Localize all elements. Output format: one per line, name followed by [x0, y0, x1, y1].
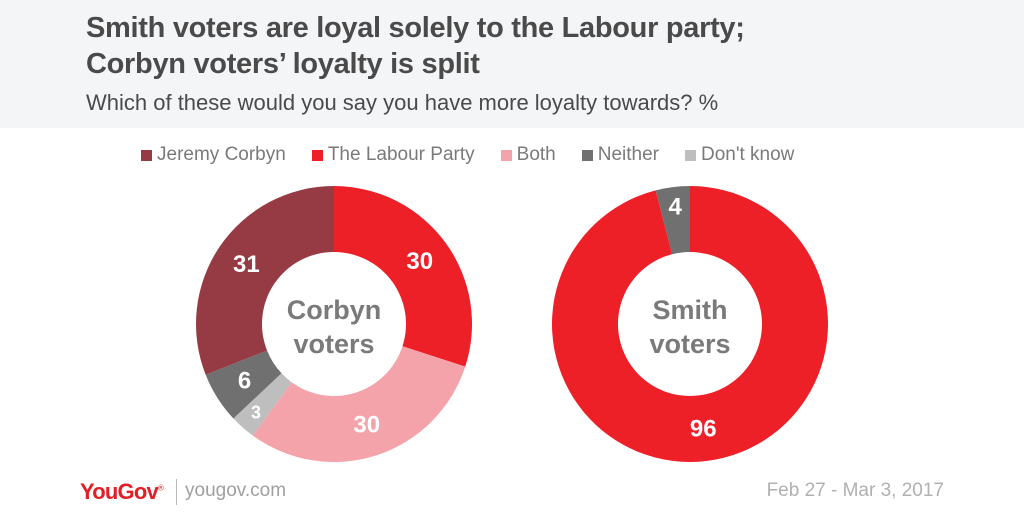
legend-item: Jeremy Corbyn — [141, 144, 286, 166]
footer-date: Feb 27 - Mar 3, 2017 — [766, 480, 944, 501]
legend-swatch-icon — [581, 149, 593, 161]
donut-center-label: Corbyn — [287, 295, 382, 325]
segment-value-label: 3 — [251, 403, 261, 423]
segment-value-label: 6 — [238, 367, 251, 394]
donut-center-label: voters — [293, 329, 374, 359]
title-line-1: Smith voters are loyal solely to the Lab… — [86, 12, 745, 44]
legend-label: Both — [516, 144, 556, 165]
donut-segment — [195, 186, 334, 375]
donut-segment — [552, 186, 829, 462]
segment-value-label: 30 — [353, 411, 380, 438]
donut-segment — [205, 350, 282, 419]
donut-chart: 30 30 36 31 Corbyn voters — [195, 186, 472, 463]
segment-value-label: 30 — [406, 248, 433, 275]
yougov-logo: YouGov® — [80, 479, 164, 505]
donut-segment — [334, 186, 472, 367]
footer-url: yougov.com — [185, 480, 287, 501]
donut-center-label: Smith — [652, 295, 727, 325]
header-band: Smith voters are loyal solely to the Lab… — [0, 0, 1024, 128]
registered-mark: ® — [157, 483, 164, 493]
legend-swatch-icon — [311, 149, 323, 161]
legend-item: Neither — [581, 144, 659, 166]
legend-item: Both — [500, 144, 556, 166]
segment-value-label: 96 — [690, 416, 717, 443]
legend-label: Jeremy Corbyn — [157, 144, 286, 165]
chart-subtitle: Which of these would you say you have mo… — [86, 90, 719, 115]
chart-title: Smith voters are loyal solely to the Lab… — [86, 10, 986, 82]
footer-divider — [176, 479, 177, 505]
legend-swatch-icon — [141, 149, 152, 161]
legend-swatch-icon — [684, 149, 696, 161]
legend-label: Don't know — [700, 144, 795, 165]
title-line-2: Corbyn voters’ loyalty is split — [86, 48, 480, 80]
donut-center-label: voters — [649, 329, 730, 359]
donut-segment — [252, 346, 466, 463]
brand-text: YouGov — [80, 479, 159, 504]
segment-value-label: 31 — [233, 251, 260, 278]
donut-segment — [233, 373, 292, 436]
segment-value-label: 4 — [669, 193, 683, 220]
legend: Jeremy Corbyn The Labour Party Both Neither… — [141, 144, 820, 166]
legend-item: Don't know — [684, 144, 795, 166]
legend-label: The Labour Party — [327, 144, 475, 165]
donut-chart: 96 4 Smith voters — [552, 186, 829, 462]
donut-segment — [655, 186, 690, 255]
legend-item: The Labour Party — [311, 144, 475, 166]
legend-swatch-icon — [500, 149, 512, 161]
legend-label: Neither — [597, 144, 659, 165]
